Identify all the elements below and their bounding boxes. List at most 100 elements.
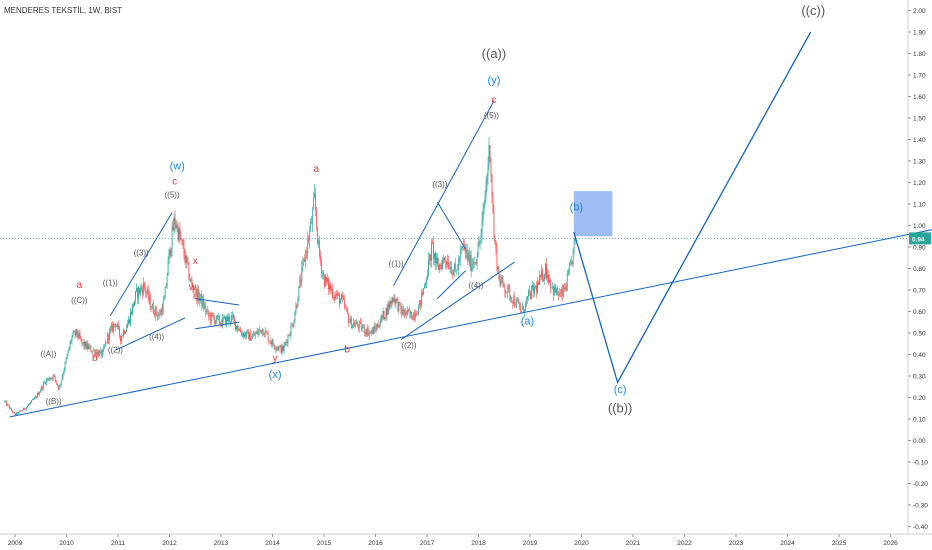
- candle-body: [491, 174, 493, 196]
- candle-body: [424, 285, 426, 289]
- candle-body: [340, 299, 341, 304]
- candle-body: [238, 329, 239, 331]
- candle-body: [84, 341, 86, 347]
- candle-body: [164, 287, 166, 299]
- candle-body: [506, 292, 508, 294]
- candle-body: [526, 299, 528, 302]
- candle-body: [341, 294, 342, 300]
- candle-body: [510, 297, 512, 299]
- candle-body: [400, 303, 402, 310]
- candle-body: [318, 240, 320, 244]
- x-tick-label: 2024: [780, 540, 795, 547]
- candle-body: [57, 385, 59, 390]
- wave-label: ((B)): [46, 397, 62, 406]
- candle-body: [193, 291, 195, 295]
- candle-body: [291, 324, 293, 326]
- candle-body: [222, 317, 223, 327]
- candle-body: [47, 377, 49, 380]
- candle-body: [487, 166, 489, 177]
- wave-label: ((1)): [389, 259, 404, 268]
- candle-body: [240, 329, 241, 333]
- candle-body: [279, 345, 281, 347]
- candle-body: [255, 331, 257, 334]
- candle-body: [347, 313, 349, 323]
- candle-body: [313, 197, 315, 209]
- candle-body: [435, 253, 436, 264]
- candle-body: [60, 380, 62, 385]
- candle-body: [320, 255, 322, 262]
- candle-body: [189, 279, 191, 281]
- wave-labels: a ((C)) ((A)) ((B)) b ((1)) ((2)) ((3)) ((4)) ((5…: [40, 3, 825, 416]
- candle-body: [329, 285, 330, 290]
- candle-body: [9, 405, 11, 409]
- candle-body: [532, 284, 533, 288]
- candle-body: [343, 297, 344, 300]
- candle-body: [418, 306, 420, 315]
- candle-body: [216, 315, 218, 322]
- candle-body: [36, 393, 38, 398]
- candle-body: [394, 297, 396, 304]
- candle-body: [497, 266, 499, 270]
- candle-body: [58, 386, 60, 390]
- candle-body: [572, 248, 574, 264]
- candle-body: [250, 338, 252, 341]
- candle-body: [137, 288, 138, 299]
- candle-body: [321, 261, 323, 274]
- candle-body: [78, 332, 80, 338]
- candle-body: [322, 272, 324, 274]
- candle-body: [333, 296, 334, 298]
- candle-body: [89, 345, 91, 347]
- candle-body: [218, 316, 220, 318]
- candle-body: [494, 238, 496, 243]
- candle-body: [61, 376, 63, 381]
- wave-label: ((A)): [40, 350, 56, 359]
- y-tick-label: -0.30: [913, 503, 928, 510]
- candle-body: [248, 332, 250, 340]
- candle-body: [63, 369, 65, 374]
- candle-body: [32, 399, 33, 401]
- candle-body: [335, 294, 336, 299]
- candle-body: [228, 316, 229, 321]
- candle-body: [533, 284, 534, 293]
- candle-body: [192, 284, 194, 292]
- wave-label: (b): [570, 201, 583, 213]
- x-tick-label: 2016: [368, 540, 383, 547]
- candle-body: [457, 259, 459, 271]
- candle-body: [555, 287, 557, 293]
- candle-body: [16, 412, 17, 415]
- candle-body: [402, 308, 404, 315]
- candle-body: [142, 282, 144, 294]
- candle-body: [249, 332, 251, 341]
- candle-body: [310, 221, 312, 231]
- candle-body: [346, 308, 348, 314]
- candle-body: [482, 209, 484, 220]
- candle-body: [467, 253, 469, 260]
- candle-body: [473, 262, 475, 265]
- candle-body: [427, 275, 428, 280]
- candle-body: [488, 145, 490, 167]
- candle-body: [39, 390, 41, 393]
- candle-body: [309, 230, 311, 241]
- candle-body: [344, 306, 346, 308]
- candle-body: [303, 258, 305, 263]
- candle-body: [52, 375, 54, 379]
- candle-body: [312, 208, 314, 224]
- y-tick-label: 1.20: [913, 180, 926, 187]
- candle-body: [127, 323, 128, 328]
- candle-body: [270, 342, 272, 345]
- candle-body: [138, 287, 139, 299]
- candle-body: [4, 401, 6, 403]
- candle-body: [507, 285, 509, 293]
- candle-body: [297, 301, 299, 307]
- candle-body: [67, 350, 69, 355]
- candle-body: [391, 298, 393, 304]
- x-tick-label: 2015: [317, 540, 332, 547]
- candle-body: [254, 333, 256, 336]
- candle-body: [172, 226, 174, 231]
- candle-body: [458, 259, 460, 262]
- candle-body: [390, 300, 392, 304]
- candle-body: [406, 310, 408, 315]
- candle-body: [345, 307, 347, 309]
- candle-body: [371, 328, 373, 333]
